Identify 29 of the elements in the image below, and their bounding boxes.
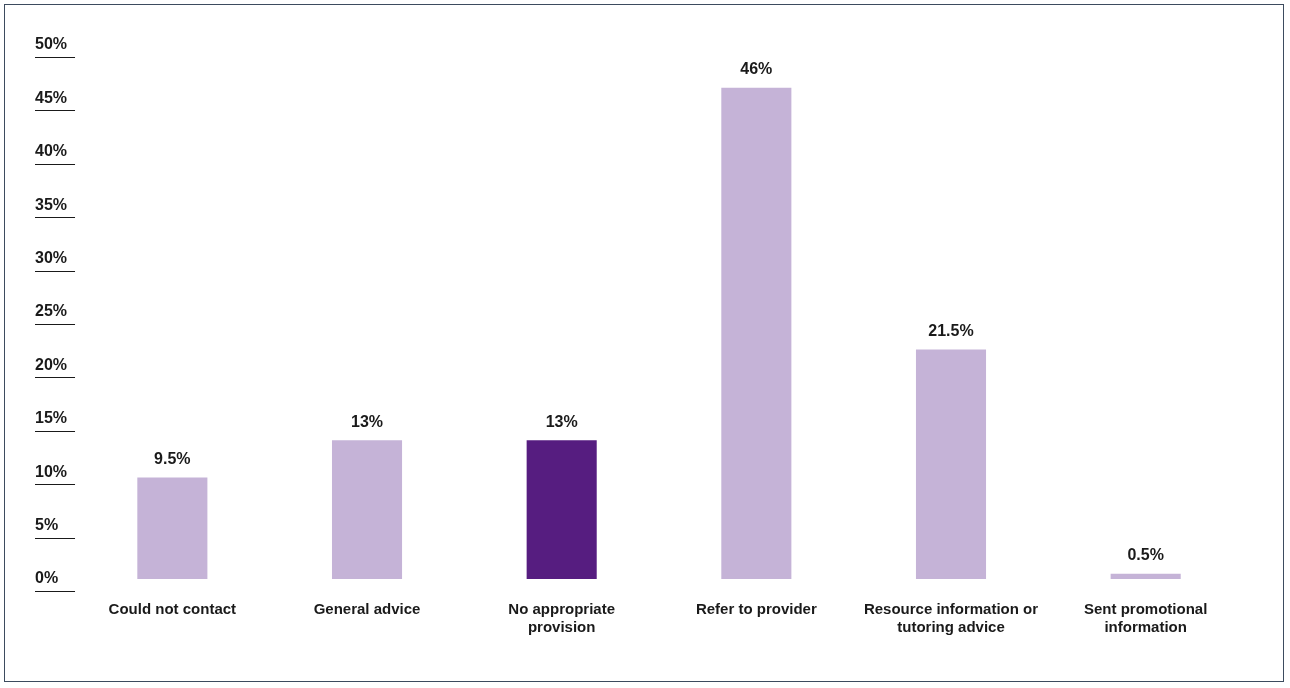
x-tick-label: Sent promotional information [1084,600,1208,636]
bar [331,440,403,579]
y-tick-label: 25% [35,302,68,320]
bar [915,349,987,579]
bar [1110,573,1181,579]
y-tick-label: 35% [35,195,68,213]
bar [526,440,597,579]
y-tick-label: 30% [35,249,68,267]
data-label: 46% [740,60,773,78]
y-tick-label: 40% [35,142,68,160]
y-tick-label: 50% [35,35,68,53]
data-label: 9.5% [154,449,191,467]
data-label: 21.5% [928,321,974,339]
x-tick-label: Could not contact [108,600,237,618]
x-tick-label: General advice [313,600,421,618]
y-tick-label: 5% [35,516,59,534]
x-tick-label: Resource information or tutoring advice [863,600,1039,636]
y-tick-label: 20% [35,355,68,373]
x-tick-label: No appropriate provision [508,600,616,636]
y-tick-label: 10% [35,462,68,480]
data-label: 13% [351,412,384,430]
y-tick-label: 15% [35,409,68,427]
bar [721,87,792,579]
data-label: 13% [545,412,578,430]
bar [137,477,208,579]
y-tick-label: 0% [35,569,59,587]
data-label: 0.5% [1127,546,1164,564]
y-tick-label: 45% [35,88,68,106]
x-tick-label: Refer to provider [695,600,817,618]
